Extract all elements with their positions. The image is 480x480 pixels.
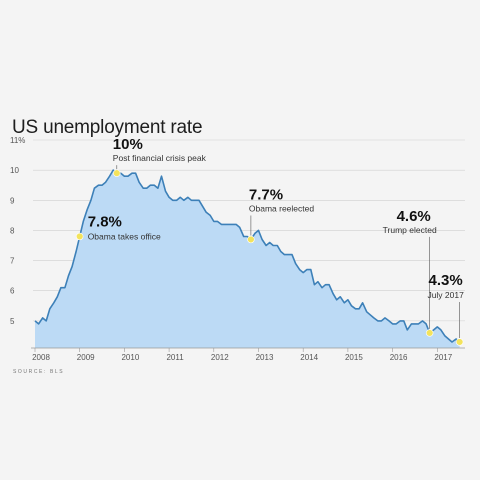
series-area xyxy=(35,170,460,348)
annotation-value: 10% xyxy=(113,136,143,153)
x-tick-label: 2011 xyxy=(166,353,184,362)
annotation-value: 4.3% xyxy=(429,272,463,289)
x-tick-label: 2012 xyxy=(211,353,229,362)
annotation-marker xyxy=(247,235,255,244)
y-tick-label: 6 xyxy=(10,287,15,296)
x-tick-label: 2014 xyxy=(300,353,318,362)
annotation-marker xyxy=(113,169,121,177)
annotation-label: July 2017 xyxy=(427,290,464,300)
x-tick-label: 2015 xyxy=(345,353,363,362)
annotation-label: Obama reelected xyxy=(249,203,314,213)
series-line xyxy=(34,169,461,343)
x-tick-label: 2017 xyxy=(434,353,452,362)
x-tick-label: 2013 xyxy=(256,353,274,362)
annotation-value: 7.8% xyxy=(88,213,122,230)
annotation-label: Trump elected xyxy=(383,225,437,235)
y-tick-label: 7 xyxy=(10,257,15,266)
annotation-value: 7.7% xyxy=(249,186,283,203)
y-tick-label: 11% xyxy=(10,136,25,145)
annotation-marker xyxy=(425,329,434,337)
y-tick-label: 5 xyxy=(10,317,15,326)
x-tick-label: 2008 xyxy=(32,353,50,362)
annotation-marker xyxy=(75,232,84,241)
chart-title: US unemployment rate xyxy=(12,117,203,138)
x-tick-label: 2009 xyxy=(77,353,95,362)
x-tick-label: 2010 xyxy=(121,353,139,362)
x-tick-label: 2016 xyxy=(390,353,408,362)
y-tick-label: 10 xyxy=(10,166,19,175)
annotation-label: Post financial crisis peak xyxy=(113,153,207,163)
y-tick-label: 9 xyxy=(10,196,15,205)
annotation-value: 4.6% xyxy=(397,208,431,225)
annotation-marker xyxy=(455,338,464,346)
annotation-label: Obama takes office xyxy=(88,231,161,241)
y-tick-label: 8 xyxy=(10,226,15,235)
source-note: SOURCE: BLS xyxy=(13,369,65,375)
